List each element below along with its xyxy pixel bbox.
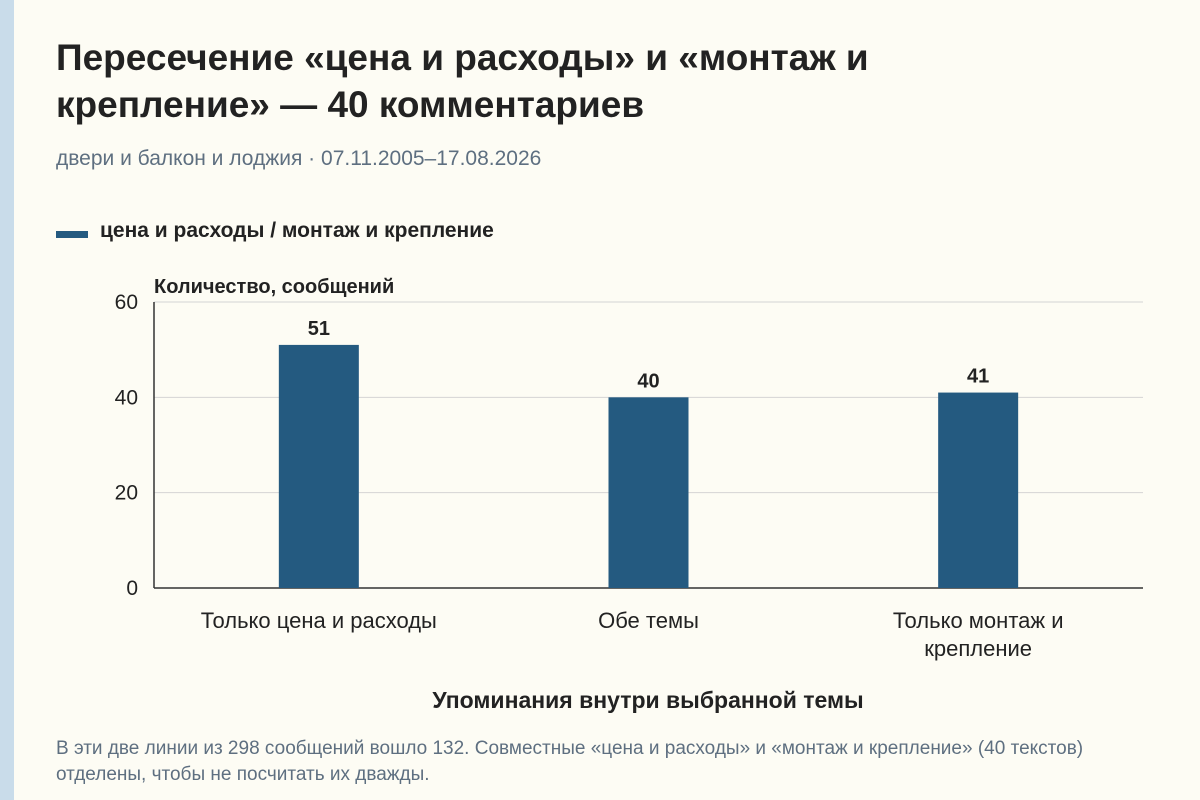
bar-chart: 0 20 40 60 Количество, сообщений 51 Только цен… bbox=[115, 276, 1143, 713]
x-category-label: Только монтаж и bbox=[893, 608, 1064, 633]
x-category-label: крепление bbox=[924, 636, 1032, 661]
y-tick-label: 0 bbox=[126, 577, 138, 600]
x-axis-title: Упоминания внутри выбранной темы bbox=[432, 687, 863, 713]
bar-value-label: 41 bbox=[967, 366, 989, 388]
left-accent-strip bbox=[0, 0, 14, 800]
bar bbox=[608, 397, 689, 588]
bar bbox=[278, 344, 359, 588]
chart-title: Пересечение «цена и расходы» и «монтаж и… bbox=[56, 37, 869, 125]
chart-subtitle: двери и балкон и лоджия · 07.11.2005–17.… bbox=[56, 147, 542, 170]
x-category-label: Обе темы bbox=[598, 608, 699, 633]
bar-value-label: 40 bbox=[637, 370, 659, 392]
x-category-label: Только цена и расходы bbox=[201, 608, 437, 633]
bar-value-label: 51 bbox=[308, 318, 330, 340]
legend: цена и расходы / монтаж и крепление bbox=[56, 219, 494, 243]
y-axis-title: Количество, сообщений bbox=[154, 276, 394, 298]
y-tick-label: 60 bbox=[115, 291, 138, 314]
footnote: В эти две линии из 298 сообщений вошло 1… bbox=[56, 738, 1084, 785]
bar bbox=[938, 392, 1019, 588]
legend-label: цена и расходы / монтаж и крепление bbox=[100, 219, 494, 242]
y-tick-label: 20 bbox=[115, 482, 138, 505]
y-tick-label: 40 bbox=[115, 386, 138, 409]
legend-swatch bbox=[56, 230, 88, 238]
